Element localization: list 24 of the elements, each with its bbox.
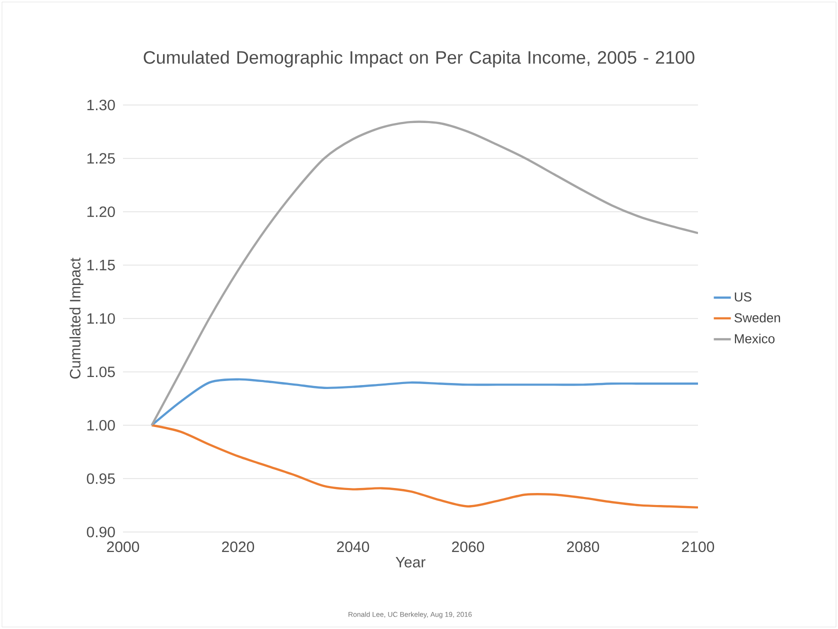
x-axis-title: Year — [396, 556, 426, 568]
y-tick-label: 0.95 — [86, 473, 115, 484]
y-tick-label: 0.90 — [86, 526, 115, 538]
chart-title: Cumulated Demographic Impact on Per Capita Income, 2005 - 2100 — [144, 50, 694, 68]
x-tick-label: 2100 — [682, 542, 714, 552]
x-tick-label: 2080 — [567, 542, 600, 552]
y-tick-label: 1.00 — [87, 420, 115, 431]
y-tick-label: 1.15 — [87, 260, 115, 270]
y-tick-label: 1.25 — [87, 153, 115, 164]
x-tick-label: 2040 — [337, 542, 370, 552]
x-tick-label: 2000 — [107, 542, 140, 552]
y-tick-label: 1.05 — [87, 366, 115, 378]
y-tick-label: 1.30 — [87, 100, 115, 110]
legend-label: Sweden — [734, 312, 780, 322]
y-tick-label: 1.10 — [87, 313, 115, 324]
legend-label: Mexico — [734, 334, 775, 344]
x-tick-label: 2020 — [222, 542, 254, 552]
line-series — [150, 424, 698, 509]
line-series — [150, 120, 698, 426]
line-series — [150, 378, 698, 426]
legend-label: US — [734, 292, 752, 302]
y-axis-title: Cumulated Impact — [69, 258, 84, 379]
y-tick-label: 1.20 — [87, 206, 115, 218]
x-tick-label: 2060 — [452, 542, 484, 552]
